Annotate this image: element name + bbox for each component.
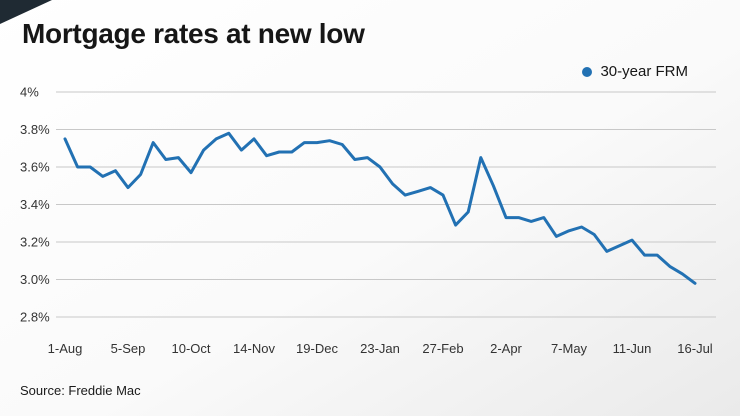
legend: 30-year FRM <box>582 63 688 80</box>
source-note: Source: Freddie Mac <box>20 383 141 398</box>
x-axis-label: 5-Sep <box>111 341 146 356</box>
x-axis-label: 19-Dec <box>296 341 338 356</box>
y-axis-label: 3.8% <box>20 122 50 137</box>
y-axis-label: 2.8% <box>20 310 50 325</box>
x-axis-label: 27-Feb <box>422 341 463 356</box>
rate-line <box>63 131 697 285</box>
x-axis-label: 14-Nov <box>233 341 275 356</box>
x-axis-label: 11-Jun <box>613 341 652 356</box>
y-axis-label: 3.4% <box>20 197 50 212</box>
y-axis-label: 3.6% <box>20 160 50 175</box>
x-axis-label: 16-Jul <box>677 341 713 356</box>
corner-accent-triangle <box>0 0 52 24</box>
legend-label: 30-year FRM <box>600 63 688 80</box>
x-axis-label: 2-Apr <box>490 341 522 356</box>
y-axis-label: 3.2% <box>20 235 50 250</box>
x-axis-label: 10-Oct <box>171 341 210 356</box>
y-axis-label: 3.0% <box>20 272 50 287</box>
x-axis-label: 1-Aug <box>48 341 83 356</box>
x-axis-label: 23-Jan <box>360 341 400 356</box>
x-axis-label: 7-May <box>551 341 588 356</box>
chart-title: Mortgage rates at new low <box>22 18 365 49</box>
legend-dot-icon <box>582 66 593 77</box>
y-axis-label: 4% <box>20 85 39 100</box>
